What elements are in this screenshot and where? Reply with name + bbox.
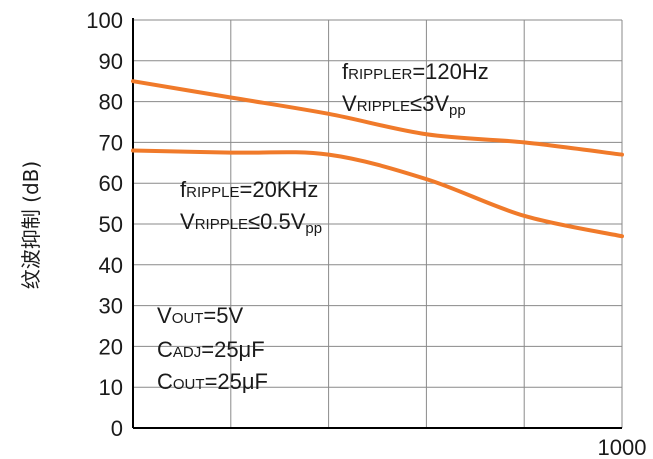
annotation-cout: COUT=25μF (157, 369, 268, 394)
y-tick-label: 60 (99, 171, 123, 196)
y-tick-labels: 0 10 20 30 40 50 60 70 80 90 100 (86, 8, 123, 441)
annotation-f-ripple-20khz: fRIPPLE=20KHz (180, 177, 318, 202)
x-tick-labels: 1000 (598, 435, 647, 459)
annotation-v-ripple-3vpp: VRIPPLE≤3Vpp (342, 91, 466, 119)
grid-lines (132, 18, 623, 429)
annotation-v-ripple-05vpp: VRIPPLE≤0.5Vpp (180, 209, 322, 237)
y-tick-label: 70 (99, 130, 123, 155)
annotation-cadj: CADJ=25μF (157, 337, 265, 362)
y-axis-label: 纹波抑制 (dB) (19, 161, 43, 289)
y-tick-label: 20 (99, 334, 123, 359)
y-tick-label: 80 (99, 90, 123, 115)
y-tick-label: 90 (99, 49, 123, 74)
y-tick-label: 0 (111, 416, 123, 441)
y-tick-label: 100 (86, 8, 123, 33)
y-tick-label: 30 (99, 294, 123, 319)
series-lines (131, 79, 624, 239)
y-tick-label: 50 (99, 212, 123, 237)
annotation-f-rippler: fRIPPLER=120Hz (342, 59, 489, 84)
annotation-vout: VOUT=5V (157, 303, 243, 328)
x-tick-label: 1000 (598, 435, 647, 459)
y-tick-label: 10 (99, 375, 123, 400)
series-line-1 (131, 79, 624, 157)
y-tick-label: 40 (99, 253, 123, 278)
series-line-2 (131, 148, 624, 239)
